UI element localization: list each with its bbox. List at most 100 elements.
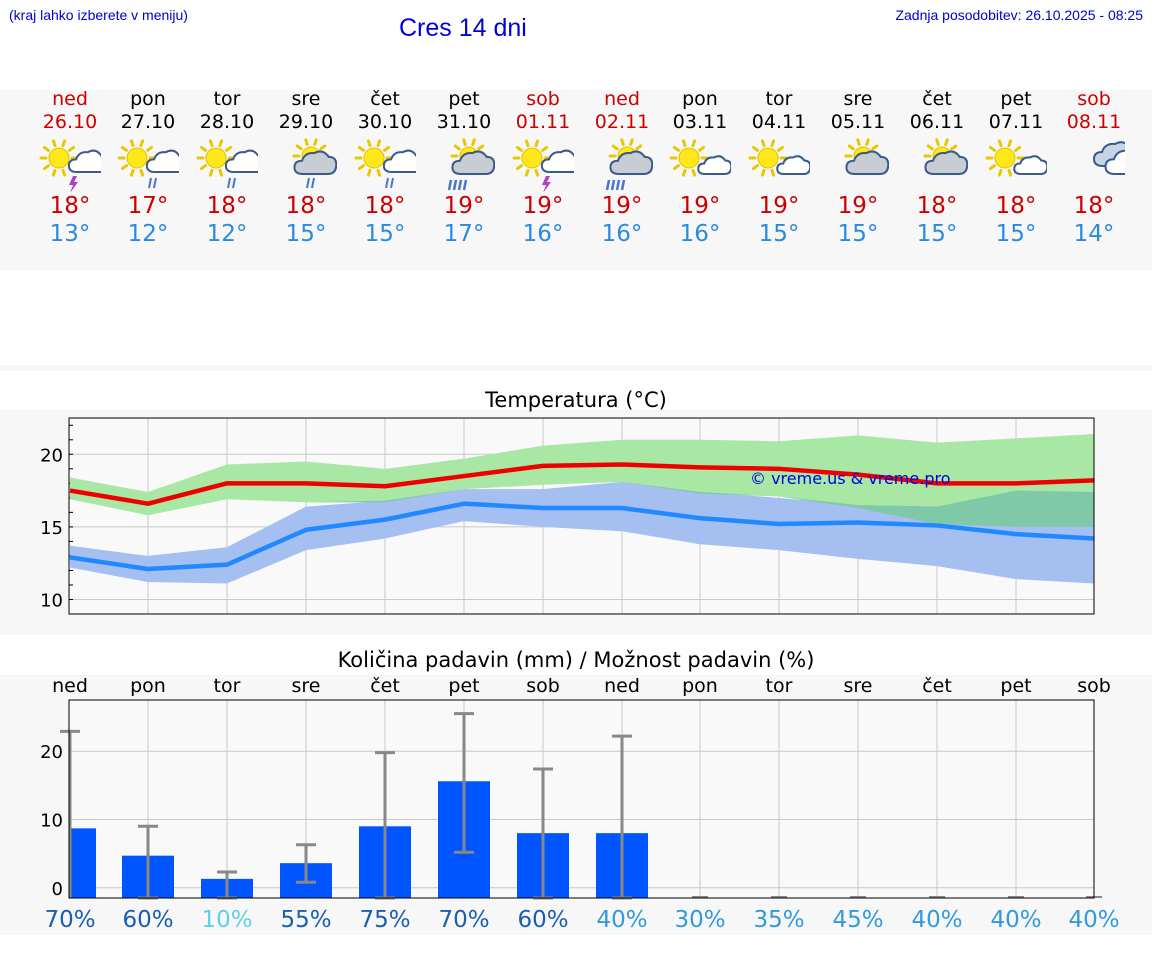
cloud-shape bbox=[145, 149, 179, 173]
min-temp-line bbox=[69, 501, 1095, 572]
precip-probability: 35% bbox=[753, 907, 804, 933]
day-name: čet bbox=[922, 88, 952, 110]
day-column: tor 04.11 19° 15° bbox=[740, 88, 818, 248]
max-temp: 19° bbox=[837, 193, 879, 219]
cloud-sun-heavy-rain-icon bbox=[605, 138, 653, 191]
rain-drop bbox=[447, 179, 453, 191]
cloud-shape bbox=[224, 149, 258, 173]
rain-drop bbox=[148, 177, 152, 189]
max-temp: 18° bbox=[1073, 193, 1115, 219]
cloud-shape bbox=[1104, 149, 1125, 175]
day-name: pet bbox=[448, 88, 480, 110]
day-column: tor 28.10 18° 12° bbox=[188, 88, 266, 248]
cloud-shape bbox=[845, 150, 889, 175]
day-column: ned 02.11 19° 16° bbox=[583, 88, 661, 248]
max-temp: 19° bbox=[758, 193, 800, 219]
temperature-chart: 10 15 20 © vreme.us & vreme.pro bbox=[40, 417, 1095, 615]
max-temp: 18° bbox=[364, 193, 406, 219]
category-label: sre bbox=[844, 675, 873, 697]
overlap-band bbox=[70, 481, 1094, 527]
max-temp: 19° bbox=[601, 193, 643, 219]
day-column: pon 27.10 17° 12° bbox=[109, 88, 187, 248]
day-date: 27.10 bbox=[120, 111, 176, 133]
max-temp: 17° bbox=[127, 193, 169, 219]
sun-cloud-rain-icon bbox=[354, 139, 416, 189]
category-label: čet bbox=[922, 675, 952, 697]
max-temp: 19° bbox=[443, 193, 485, 219]
day-name: čet bbox=[370, 88, 400, 110]
category-label: sob bbox=[526, 675, 560, 697]
location-hint[interactable]: (kraj lahko izberete v meniju) bbox=[9, 7, 188, 23]
rain-drop bbox=[605, 179, 611, 191]
day-column: čet 30.10 18° 15° bbox=[346, 88, 424, 248]
category-label: sre bbox=[292, 675, 321, 697]
rain-drop bbox=[390, 177, 394, 189]
day-name: pet bbox=[1000, 88, 1032, 110]
category-label: pon bbox=[682, 675, 718, 697]
min-temp-band bbox=[70, 481, 1094, 584]
precip-probability: 70% bbox=[44, 907, 95, 933]
plot-frame bbox=[68, 417, 1095, 615]
y-tick-label: 10 bbox=[40, 590, 63, 611]
min-temp: 16° bbox=[679, 221, 721, 247]
day-name: sre bbox=[291, 88, 321, 110]
category-label: pet bbox=[448, 675, 479, 697]
temperature-chart-title: Temperatura (°C) bbox=[485, 388, 667, 412]
lightning-bolt bbox=[69, 176, 78, 192]
y-tick-label: 20 bbox=[40, 445, 63, 466]
max-temp: 18° bbox=[49, 193, 91, 219]
day-column: pon 03.11 19° 16° bbox=[661, 88, 739, 248]
cloud-sun-icon bbox=[844, 138, 889, 175]
precip-probability: 75% bbox=[359, 907, 410, 933]
sun-shape bbox=[354, 139, 394, 177]
min-temp: 12° bbox=[206, 221, 248, 247]
min-temp: 15° bbox=[995, 221, 1037, 247]
min-temp: 16° bbox=[601, 221, 643, 247]
rain-drop bbox=[311, 177, 315, 189]
day-date: 05.11 bbox=[830, 111, 886, 133]
precip-probability: 70% bbox=[438, 907, 489, 933]
rain-drop bbox=[452, 179, 458, 191]
rain-drop bbox=[610, 179, 616, 191]
cloud-sun-rain-icon bbox=[292, 138, 337, 189]
cloud-shape bbox=[609, 150, 653, 175]
day-date: 31.10 bbox=[436, 111, 492, 133]
sun-cloud-thunder-icon bbox=[39, 139, 101, 192]
day-name: pon bbox=[130, 88, 166, 110]
cloud-shape bbox=[1013, 155, 1047, 175]
min-temp: 13° bbox=[49, 221, 91, 247]
precip-probability: 60% bbox=[122, 907, 173, 933]
max-temp: 18° bbox=[206, 193, 248, 219]
precipitation-chart-title: Količina padavin (mm) / Možnost padavin … bbox=[337, 648, 815, 672]
sun-cloud-rain-icon bbox=[117, 139, 179, 189]
day-column: ned 26.10 18° 13° bbox=[31, 88, 109, 248]
precip-probability: 30% bbox=[674, 907, 725, 933]
y-tick-label: 15 bbox=[40, 518, 63, 539]
min-temp: 15° bbox=[285, 221, 327, 247]
min-temp: 15° bbox=[364, 221, 406, 247]
cloud-shape bbox=[776, 155, 810, 175]
category-label: pon bbox=[130, 675, 166, 697]
rain-drop bbox=[232, 177, 236, 189]
day-date: 01.11 bbox=[515, 111, 571, 133]
sun-small-cloud-icon bbox=[748, 139, 810, 177]
sun-shape bbox=[669, 139, 709, 177]
category-label: tor bbox=[766, 675, 793, 697]
day-name: sob bbox=[526, 88, 560, 110]
precip-probability: 10% bbox=[201, 907, 252, 933]
min-temp: 15° bbox=[916, 221, 958, 247]
rain-drop bbox=[385, 177, 389, 189]
category-label: tor bbox=[214, 675, 241, 697]
category-label: ned bbox=[604, 675, 640, 697]
min-temp: 14° bbox=[1073, 221, 1115, 247]
max-temp: 18° bbox=[916, 193, 958, 219]
day-date: 28.10 bbox=[199, 111, 255, 133]
precip-probability: 40% bbox=[1068, 907, 1119, 933]
category-label: čet bbox=[370, 675, 400, 697]
day-column: sre 05.11 19° 15° bbox=[819, 88, 897, 248]
cloud-shape bbox=[293, 150, 337, 175]
cloud-shape bbox=[924, 150, 968, 175]
max-temp: 19° bbox=[522, 193, 564, 219]
day-name: sre bbox=[843, 88, 873, 110]
rain-drop bbox=[457, 179, 463, 191]
